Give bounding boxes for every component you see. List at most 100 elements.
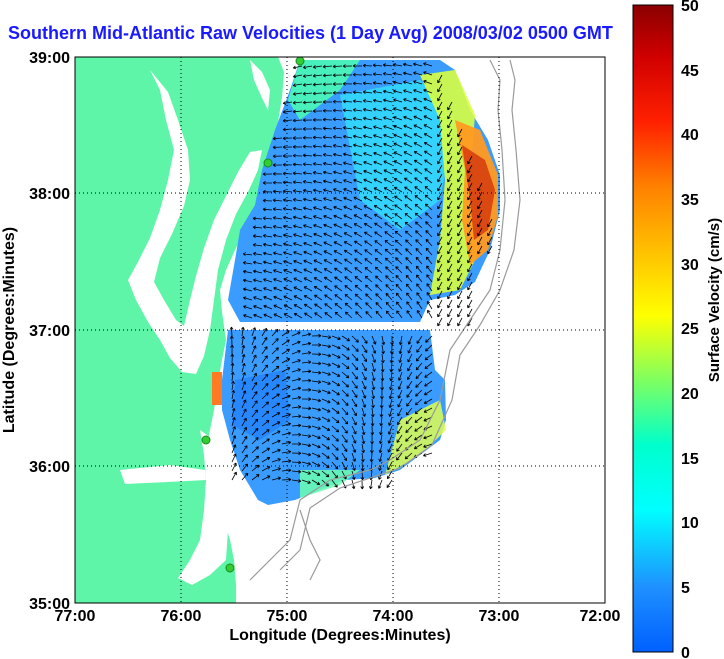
velocity-arrow bbox=[251, 464, 260, 472]
velocity-arrow bbox=[302, 197, 313, 202]
radar-station-marker bbox=[225, 563, 235, 573]
velocity-arrow bbox=[405, 239, 413, 247]
velocity-arrow bbox=[261, 466, 271, 472]
colorbar-tick-label: 10 bbox=[681, 515, 699, 532]
velocity-arrow bbox=[423, 443, 433, 448]
velocity-arrow bbox=[312, 179, 323, 184]
velocity-arrow bbox=[379, 398, 384, 409]
velocity-arrow bbox=[283, 277, 293, 283]
velocity-arrow bbox=[342, 81, 353, 86]
velocity-arrow bbox=[437, 83, 443, 93]
velocity-arrow bbox=[311, 380, 322, 384]
velocity-arrow bbox=[311, 416, 321, 421]
velocity-arrow bbox=[426, 265, 433, 274]
velocity-arrow bbox=[273, 269, 283, 274]
velocity-arrow bbox=[334, 276, 343, 283]
velocity-arrow bbox=[230, 344, 234, 355]
velocity-arrow bbox=[385, 292, 393, 301]
pamlico-sound bbox=[178, 430, 228, 585]
velocity-arrow bbox=[312, 343, 322, 347]
velocity-arrow bbox=[342, 90, 353, 95]
velocity-arrow bbox=[423, 434, 433, 440]
velocity-arrow bbox=[363, 152, 373, 157]
velocity-arrow bbox=[241, 436, 248, 445]
velocity-arrow bbox=[303, 250, 313, 256]
velocity-arrow bbox=[341, 335, 350, 342]
velocity-arrow bbox=[388, 416, 393, 426]
velocity-arrow bbox=[312, 100, 323, 105]
velocity-arrow bbox=[341, 416, 349, 425]
velocity-arrow bbox=[282, 109, 293, 114]
velocity-arrow bbox=[363, 187, 373, 193]
velocity-arrow bbox=[333, 241, 343, 247]
velocity-arrow bbox=[292, 144, 303, 149]
velocity-arrow bbox=[394, 195, 403, 202]
velocity-arrow bbox=[437, 191, 443, 201]
velocity-arrow bbox=[291, 479, 302, 483]
velocity-arrow bbox=[415, 362, 423, 371]
radar-stations bbox=[201, 56, 305, 573]
x-tick-label: 77:00 bbox=[55, 608, 96, 625]
velocity-arrow bbox=[332, 161, 343, 166]
velocity-arrow bbox=[406, 301, 413, 310]
velocity-arrow bbox=[353, 143, 363, 148]
velocity-arrow bbox=[402, 62, 413, 67]
velocity-arrow bbox=[242, 252, 253, 256]
velocity-arrow bbox=[374, 249, 383, 256]
velocity-arrow bbox=[292, 127, 303, 132]
velocity-arrow bbox=[374, 240, 383, 247]
velocity-arrow bbox=[292, 118, 303, 123]
velocity-arrow bbox=[263, 269, 273, 274]
velocity-arrow bbox=[373, 125, 383, 130]
velocity-arrow bbox=[375, 275, 383, 283]
velocity-arrow bbox=[393, 133, 403, 139]
velocity-arrow bbox=[353, 232, 363, 238]
velocity-arrow bbox=[373, 187, 383, 193]
velocity-arrow bbox=[272, 198, 283, 203]
velocity-arrow bbox=[403, 133, 413, 139]
velocity-arrow bbox=[375, 302, 383, 310]
velocity-arrow bbox=[351, 443, 357, 453]
velocity-arrow bbox=[331, 416, 340, 424]
velocity-arrow bbox=[355, 311, 363, 319]
velocity-arrow bbox=[230, 362, 235, 373]
velocity-arrow bbox=[281, 431, 291, 436]
velocity-arrow bbox=[301, 470, 311, 475]
velocity-arrow bbox=[362, 90, 373, 95]
velocity-arrow bbox=[293, 313, 303, 319]
velocity-arrow bbox=[292, 74, 303, 79]
velocity-arrow bbox=[424, 168, 433, 175]
velocity-arrow bbox=[271, 448, 281, 454]
velocity-arrow bbox=[393, 142, 403, 148]
velocity-arrow bbox=[364, 275, 373, 283]
velocity-arrow bbox=[243, 314, 253, 319]
velocity-arrow bbox=[397, 389, 403, 399]
velocity-arrow bbox=[321, 443, 330, 450]
bathymetry-contour-1 bbox=[249, 59, 506, 581]
velocity-arrow bbox=[302, 171, 313, 175]
velocity-arrow bbox=[415, 230, 423, 238]
velocity-arrow bbox=[291, 331, 301, 337]
velocity-arrow bbox=[375, 310, 383, 319]
velocity-arrow bbox=[261, 420, 270, 427]
velocity-arrow bbox=[383, 107, 393, 112]
velocity-arrow bbox=[229, 335, 234, 346]
velocity-arrow bbox=[324, 312, 333, 319]
velocity-arrow bbox=[477, 245, 483, 255]
velocity-arrow bbox=[231, 389, 236, 400]
velocity-arrow bbox=[323, 241, 333, 247]
x-tick-label: 72:00 bbox=[580, 608, 621, 625]
velocity-arrow bbox=[261, 346, 268, 355]
velocity-arrow bbox=[405, 434, 413, 442]
velocity-arrow bbox=[487, 236, 493, 246]
velocity-arrow bbox=[343, 249, 353, 256]
velocity-arrow bbox=[324, 285, 333, 292]
velocity-arrow bbox=[437, 218, 443, 228]
velocity-arrow bbox=[331, 398, 340, 405]
velocity-arrow bbox=[415, 239, 423, 247]
velocity-arrow bbox=[413, 142, 423, 148]
velocity-arrow bbox=[371, 344, 377, 354]
velocity-arrow bbox=[333, 232, 343, 238]
velocity-arrow bbox=[281, 376, 291, 382]
velocity-arrow bbox=[293, 242, 303, 247]
